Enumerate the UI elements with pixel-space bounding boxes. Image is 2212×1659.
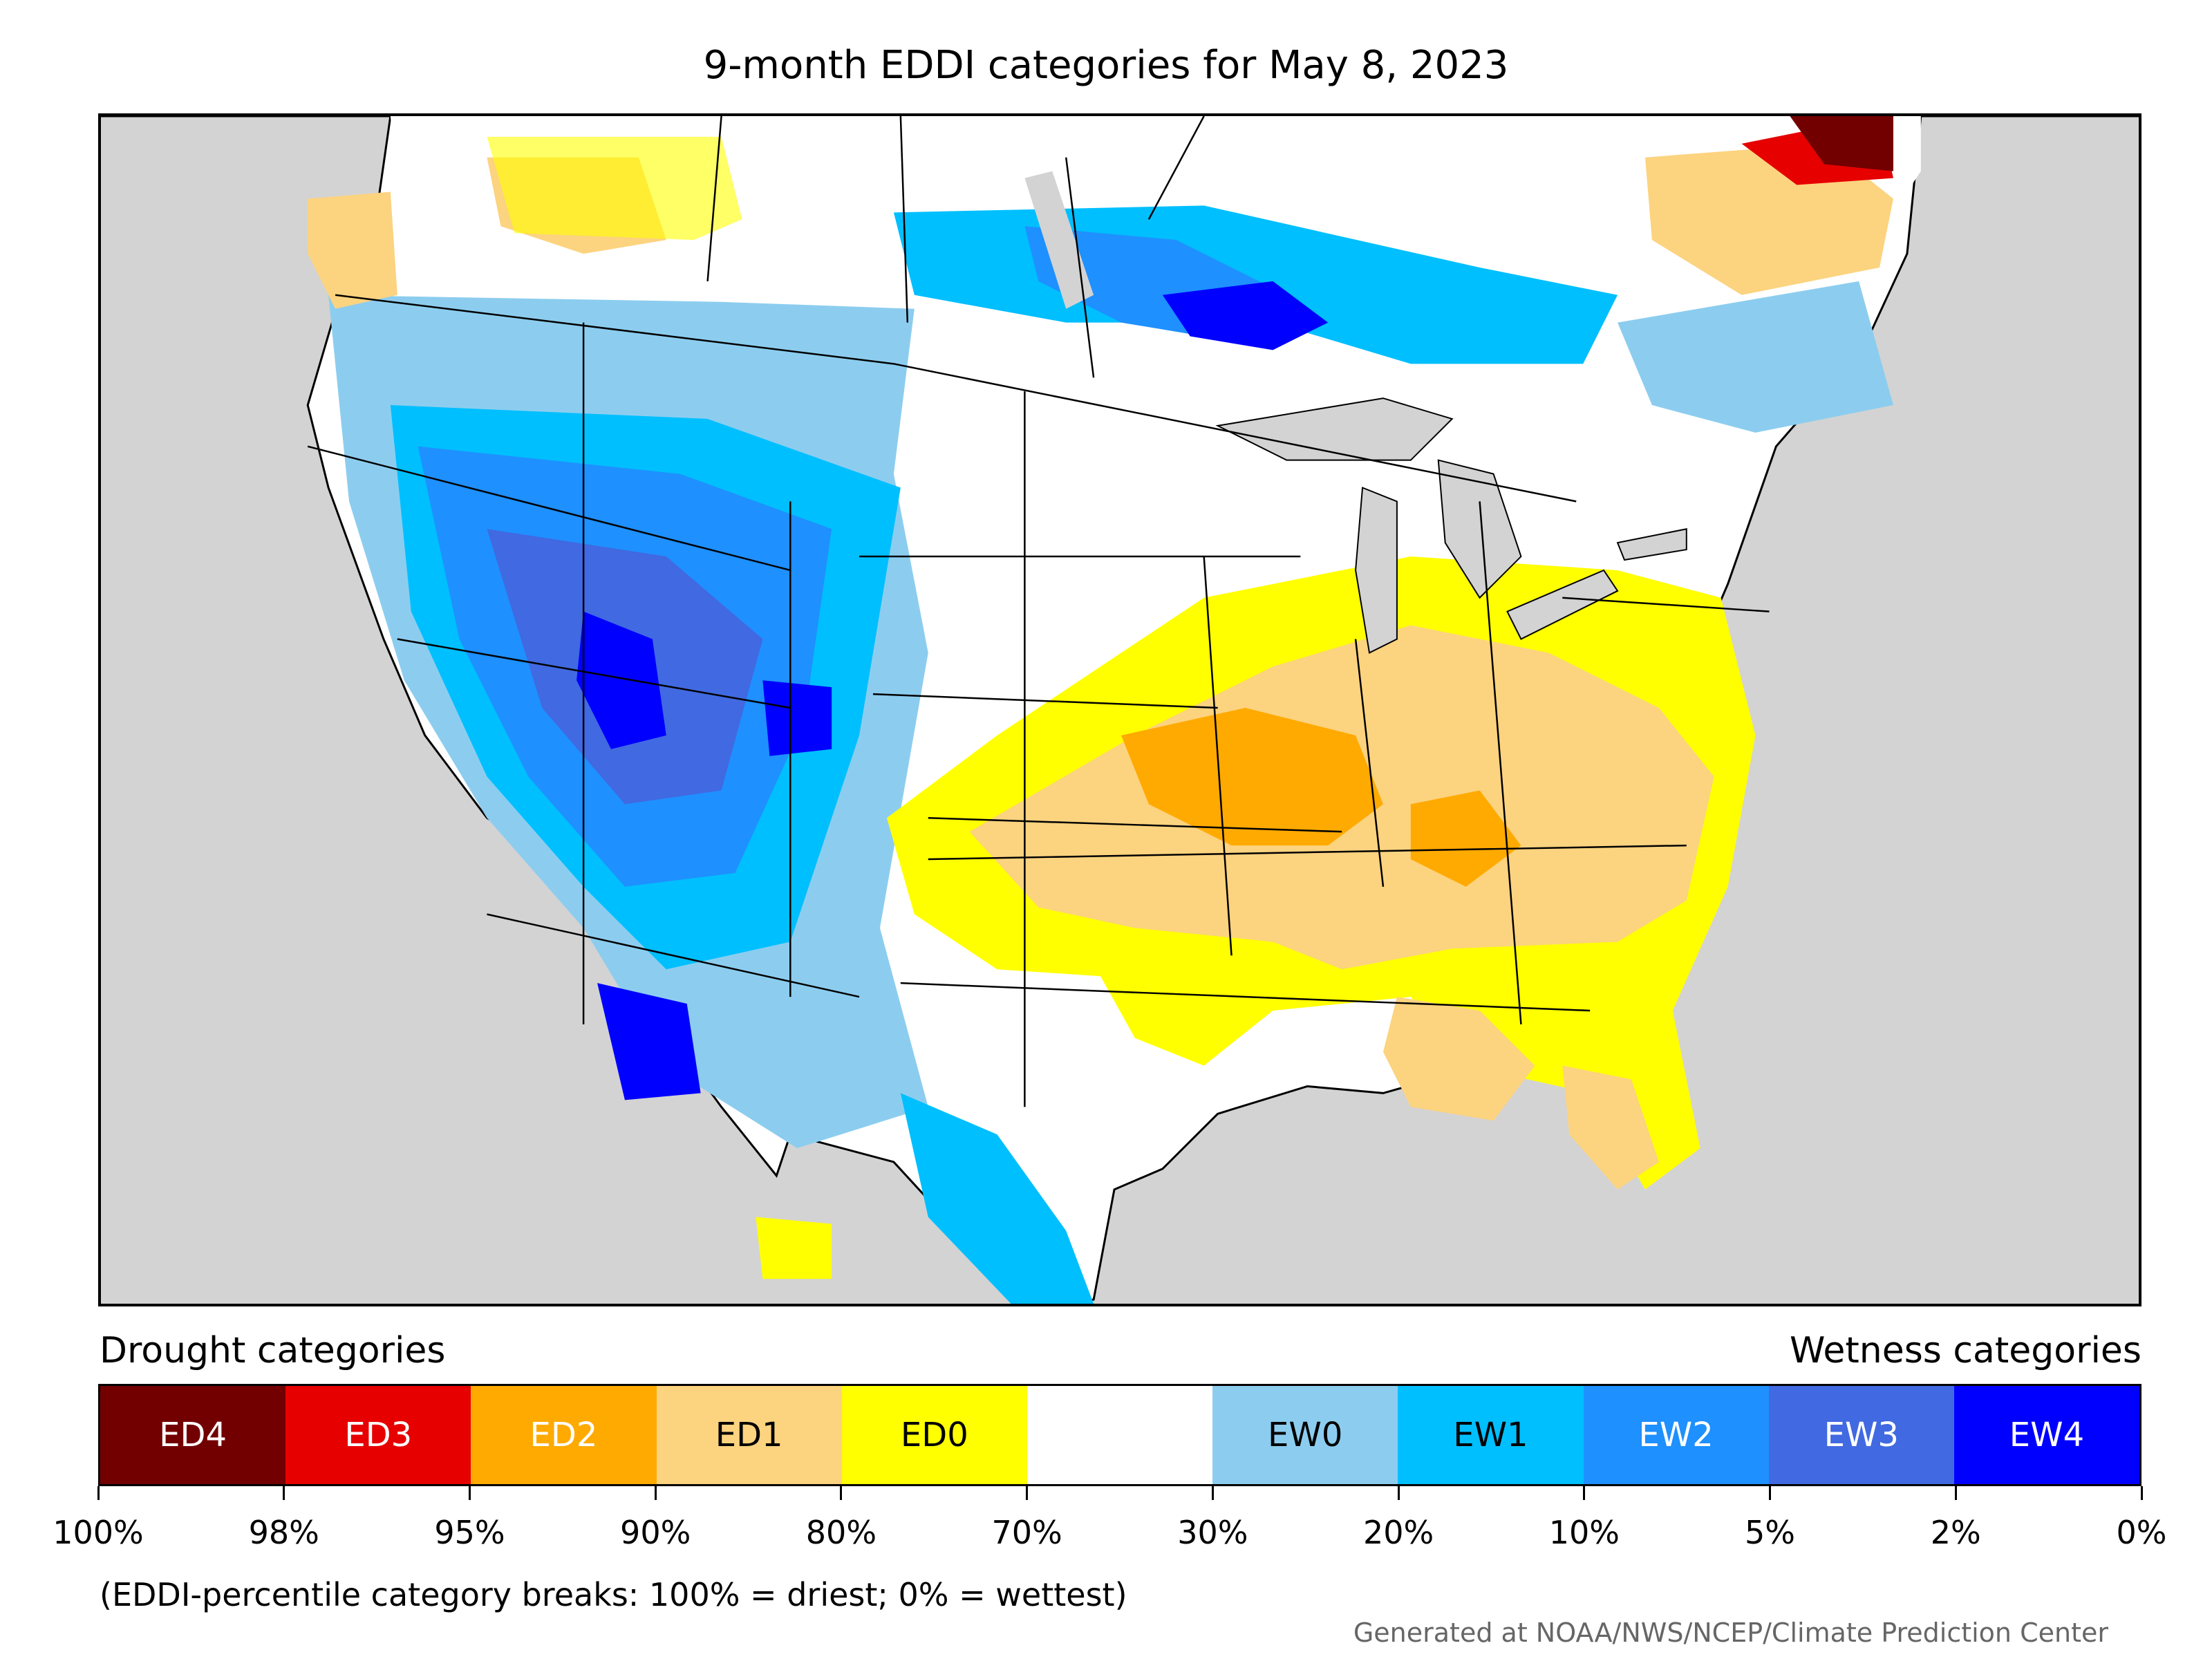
category-colorbar: ED4 ED3 ED2 ED1 ED0 EW0 EW1 EW2 EW3 EW4	[98, 1384, 2141, 1486]
colorbar-tick-label: 30%	[1177, 1514, 1248, 1551]
colorbar-cell-ew1: EW1	[1398, 1386, 1584, 1484]
region-ed1-florida	[1562, 1065, 1659, 1190]
lake-ontario	[1616, 528, 1687, 561]
state-boundaries	[307, 116, 1770, 1107]
category-breaks-note: (EDDI-percentile category breaks: 100% =…	[100, 1576, 1127, 1613]
colorbar-tick	[1769, 1486, 1772, 1500]
region-ed2-midwest	[1121, 708, 1383, 846]
region-ed2-ohio	[1410, 790, 1521, 887]
drought-categories-heading: Drought categories	[100, 1330, 446, 1371]
colorbar-cell-ed3: ED3	[285, 1386, 471, 1484]
colorbar-tick	[1583, 1486, 1586, 1500]
colorbar-tick	[654, 1486, 657, 1500]
colorbar-tick	[1026, 1486, 1029, 1500]
colorbar-tick-label: 70%	[991, 1514, 1062, 1551]
eddi-map-canvas	[101, 116, 2139, 1304]
lake-winnipeg	[1024, 171, 1094, 309]
colorbar-tick	[1954, 1486, 1957, 1500]
region-ed0-mexico	[756, 1217, 832, 1280]
colorbar-cell-ed0: ED0	[841, 1386, 1027, 1484]
colorbar-cell-ew2: EW2	[1583, 1386, 1769, 1484]
region-ew4-wyoming	[762, 680, 832, 756]
colorbar-tick-label: 95%	[434, 1514, 505, 1551]
colorbar-cell-ed4: ED4	[100, 1386, 286, 1484]
region-ed1-southeast	[1382, 997, 1535, 1121]
colorbar-tick	[97, 1486, 100, 1500]
lake-erie	[1506, 569, 1619, 640]
region-ed0-montana	[487, 136, 742, 241]
region-ew4-utah	[577, 611, 666, 749]
lake-superior	[1215, 397, 1454, 461]
colorbar-tick	[840, 1486, 843, 1500]
lake-michigan	[1355, 487, 1398, 654]
region-ew4-arizona	[597, 983, 701, 1100]
colorbar-tick-label: 10%	[1548, 1514, 1620, 1551]
colorbar-tick-label: 90%	[620, 1514, 691, 1551]
colorbar-cell-neutral	[1027, 1386, 1213, 1484]
colorbar-tick-label: 20%	[1362, 1514, 1434, 1551]
colorbar-tick	[2140, 1486, 2143, 1500]
colorbar-cell-ed1: ED1	[656, 1386, 842, 1484]
colorbar-tick-label: 100%	[53, 1514, 144, 1551]
credit-line: Generated at NOAA/NWS/NCEP/Climate Predi…	[1353, 1618, 2108, 1648]
colorbar-cell-ew4: EW4	[1953, 1386, 2140, 1484]
colorbar-tick-label: 80%	[805, 1514, 877, 1551]
colorbar-cell-ed2: ED2	[471, 1386, 657, 1484]
map-title: 9-month EDDI categories for May 8, 2023	[703, 43, 1509, 88]
colorbar-tick	[283, 1486, 285, 1500]
colorbar-tick-label: 0%	[2116, 1514, 2167, 1551]
lake-huron	[1437, 459, 1522, 599]
eddi-map	[98, 113, 2141, 1306]
colorbar-tick	[1211, 1486, 1214, 1500]
colorbar-tick-label: 98%	[248, 1514, 319, 1551]
region-ew0-quebec	[1618, 281, 1893, 433]
region-ed4-quebec	[1790, 116, 1893, 171]
colorbar-tick	[1397, 1486, 1400, 1500]
region-ew4-ontario	[1162, 281, 1329, 350]
colorbar-tick-label: 2%	[1930, 1514, 1981, 1551]
region-ed1-northwest	[308, 191, 397, 309]
wetness-categories-heading: Wetness categories	[1790, 1330, 2141, 1371]
colorbar-tick	[468, 1486, 471, 1500]
colorbar-cell-ew3: EW3	[1768, 1386, 1954, 1484]
region-ew1-texas	[900, 1093, 1094, 1304]
colorbar-tick-label: 5%	[1745, 1514, 1796, 1551]
colorbar-cell-ew0: EW0	[1212, 1386, 1398, 1484]
